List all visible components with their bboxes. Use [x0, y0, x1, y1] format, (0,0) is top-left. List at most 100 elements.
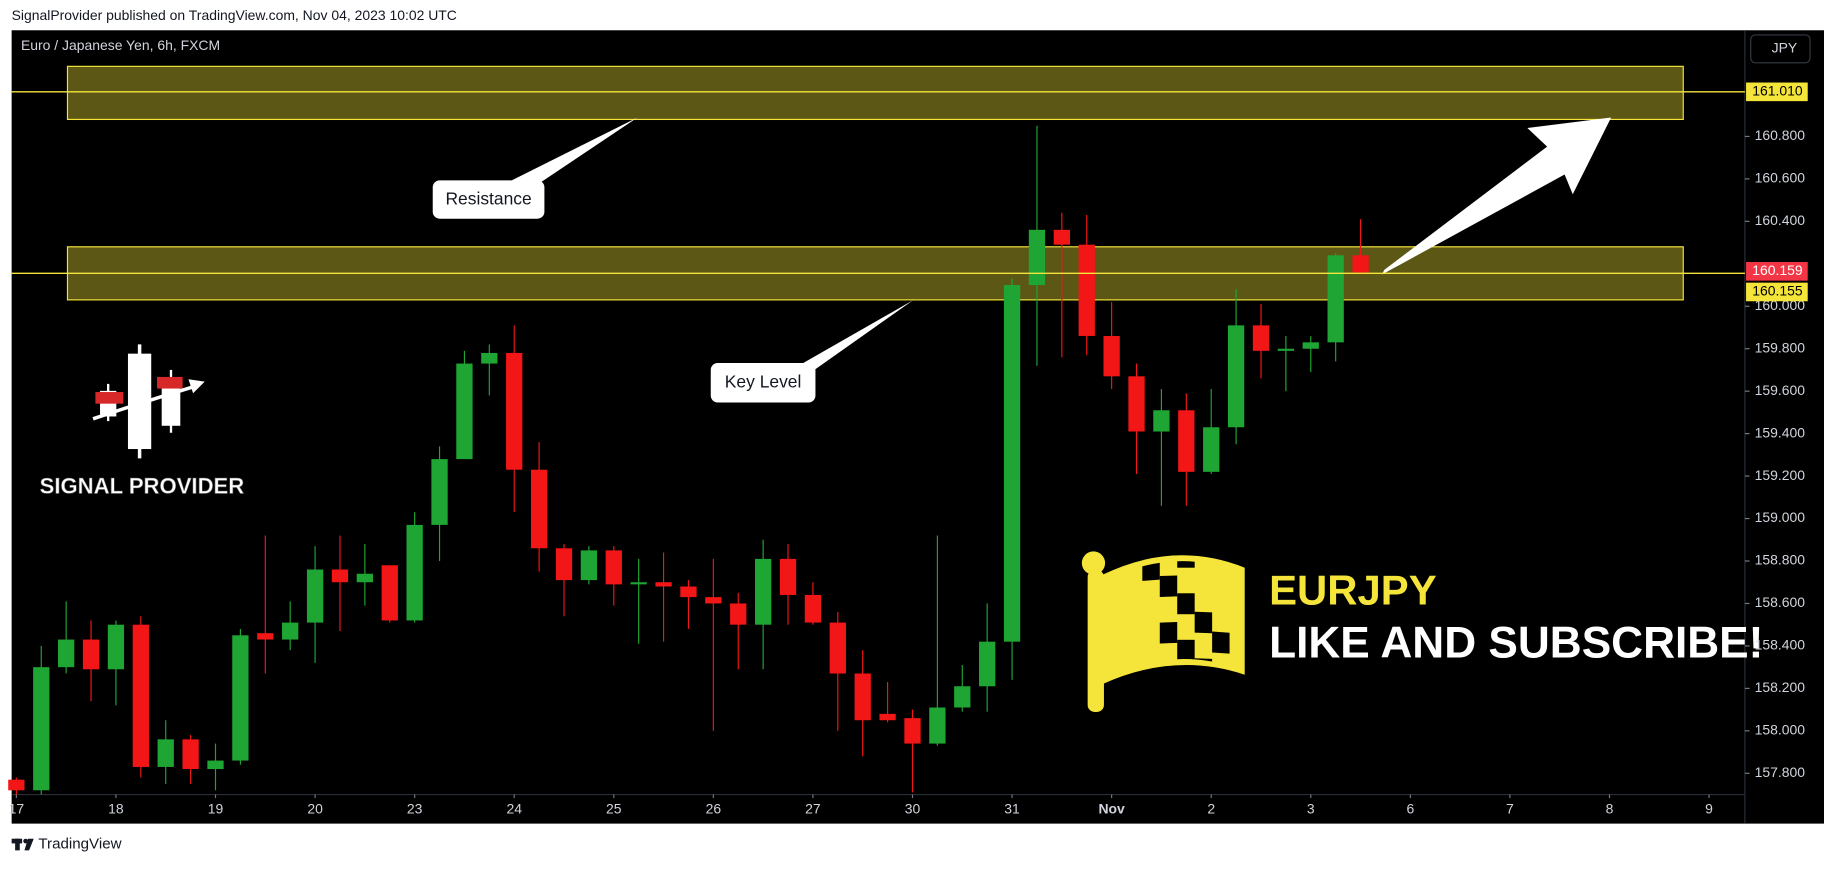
candle-body — [58, 639, 75, 668]
last-price-tag — [1746, 262, 1808, 281]
candle-body — [929, 707, 946, 744]
x-tick-label: 20 — [307, 800, 323, 816]
candle-body — [1252, 325, 1270, 351]
flag-check — [1212, 631, 1230, 654]
y-tick-label: 158.600 — [1755, 594, 1806, 610]
candle-body — [331, 569, 349, 583]
price-tag — [1746, 82, 1808, 102]
candle-body — [157, 739, 174, 767]
candle-body — [431, 459, 448, 525]
x-tick-label: 31 — [1004, 800, 1020, 816]
x-tick-label: 23 — [407, 800, 423, 816]
candle-body — [207, 760, 224, 770]
candle-body — [232, 635, 249, 761]
arrow — [1381, 117, 1612, 275]
price-tag-label: 161.010 — [1752, 83, 1803, 99]
zone — [66, 65, 1684, 121]
callout-text: Resistance — [445, 189, 531, 209]
y-tick-label: 158.200 — [1755, 679, 1806, 695]
flag-check — [1177, 561, 1195, 568]
callout-box — [710, 362, 816, 403]
x-tick-label: 18 — [108, 800, 124, 816]
y-tick-label: 160.600 — [1755, 170, 1806, 186]
flag-check — [1194, 611, 1213, 634]
y-tick-label: 157.800 — [1755, 764, 1806, 780]
candle-body — [8, 779, 25, 791]
candle-body — [1103, 335, 1120, 377]
candle-body — [356, 573, 374, 583]
candle-body — [655, 582, 672, 587]
chart-bg — [11, 30, 1824, 824]
x-tick-label: 7 — [1506, 800, 1514, 816]
flag-icon — [1081, 551, 1245, 712]
candle-body — [630, 582, 647, 585]
candle-body — [182, 739, 199, 770]
y-tick-label: 159.600 — [1755, 382, 1806, 398]
brand-logo — [92, 344, 205, 459]
chart-title: Euro / Japanese Yen, 6h, FXCM — [21, 37, 220, 53]
candle-body — [381, 565, 398, 621]
price-tag — [1746, 282, 1808, 302]
tv-logo — [11, 838, 34, 851]
y-tick-label: 160.400 — [1755, 212, 1806, 228]
candle-body — [1277, 348, 1295, 351]
candle-body — [854, 673, 871, 721]
candle-body — [456, 363, 473, 460]
candle-body — [481, 352, 498, 364]
x-tick-label: 24 — [506, 800, 522, 816]
candle-body — [282, 622, 299, 640]
candle-body — [132, 624, 149, 767]
candle-body — [904, 718, 921, 744]
x-tick-label: 25 — [606, 800, 622, 816]
candle-body — [879, 713, 896, 721]
candle-body — [107, 624, 125, 670]
candle-body — [754, 558, 772, 625]
candle-body — [1302, 342, 1319, 349]
flag-check — [1159, 621, 1178, 644]
candle-body — [680, 586, 697, 598]
header: SignalProvider published on TradingView.… — [12, 7, 457, 23]
candle-body — [1028, 229, 1046, 286]
candle-body — [506, 352, 523, 470]
x-tick-label: 2 — [1207, 800, 1215, 816]
candle-body — [1153, 410, 1170, 432]
candle-body — [1227, 325, 1245, 428]
candle-body — [406, 524, 423, 621]
cta: LIKE AND SUBSCRIBE! — [1269, 618, 1763, 667]
x-tick-label: 3 — [1307, 800, 1315, 816]
x-tick-label: 9 — [1705, 800, 1713, 816]
candle-body — [33, 667, 50, 791]
last-price-label: 160.159 — [1752, 262, 1803, 278]
candle-body — [829, 622, 846, 674]
currency-button[interactable] — [1750, 34, 1811, 64]
candle-body — [979, 641, 996, 687]
candle-body — [555, 548, 573, 581]
x-tick-label: 30 — [905, 800, 921, 816]
x-tick-label: 26 — [706, 800, 722, 816]
y-tick-label: 159.200 — [1755, 467, 1806, 483]
candle-body — [1203, 427, 1220, 472]
candle-body — [1128, 376, 1145, 432]
candle-body — [1003, 285, 1021, 642]
callout-text: Key Level — [725, 371, 802, 391]
y-tick-label: 159.400 — [1755, 424, 1806, 440]
brand-name: SIGNAL PROVIDER — [40, 473, 245, 498]
flag-check — [1177, 593, 1195, 615]
candle-body — [580, 550, 598, 581]
currency-label[interactable]: JPY — [1772, 40, 1798, 56]
x-tick-label: 27 — [805, 800, 821, 816]
candle-body — [82, 639, 100, 670]
flag-check — [1177, 639, 1195, 661]
candle-body — [954, 686, 971, 708]
candle-body — [705, 597, 722, 604]
candle-body — [530, 469, 548, 549]
x-tick-label: 19 — [208, 800, 224, 816]
y-tick-label: 159.800 — [1755, 339, 1806, 355]
y-tick-label: 159.000 — [1755, 509, 1806, 525]
candle-body — [605, 550, 622, 585]
candle-body — [1327, 255, 1344, 343]
x-tick-label: 6 — [1406, 800, 1414, 816]
flag-check — [1159, 575, 1178, 597]
